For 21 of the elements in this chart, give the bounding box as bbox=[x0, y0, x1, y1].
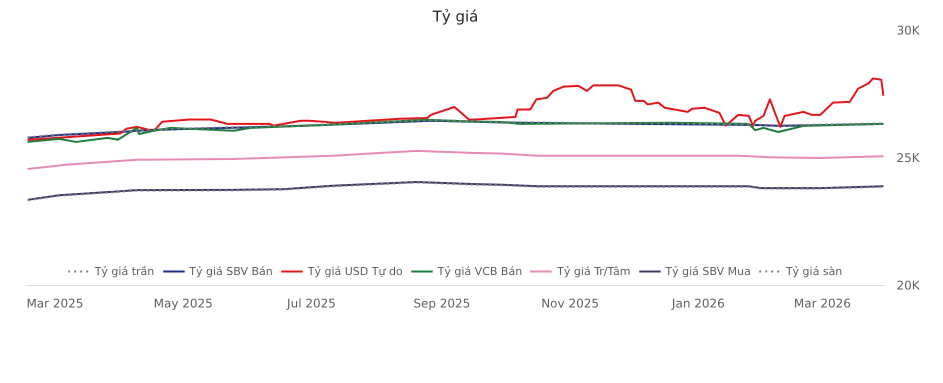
legend-label: Tỷ giá Tr/Tâm bbox=[557, 264, 630, 278]
line-series bbox=[26, 77, 884, 141]
legend-label: Tỷ giá SBV Bán bbox=[189, 264, 273, 278]
y-tick-label: 20K bbox=[896, 278, 921, 292]
legend-label: Tỷ giá SBV Mua bbox=[665, 264, 751, 278]
x-tick-label: May 2025 bbox=[154, 296, 213, 310]
x-tick-label: Mar 2025 bbox=[26, 296, 84, 310]
legend-label: Tỷ giá sàn bbox=[786, 264, 842, 278]
x-tick-label: Nov 2025 bbox=[541, 296, 599, 310]
x-tick-label: Jan 2026 bbox=[670, 296, 725, 310]
y-tick-label: 30K bbox=[896, 24, 921, 38]
x-tick-label: Jul 2025 bbox=[286, 296, 336, 310]
line-series bbox=[26, 118, 884, 143]
x-tick-label: Sep 2025 bbox=[413, 296, 470, 310]
legend-label: Tỷ giá trần bbox=[94, 264, 154, 278]
x-tick-label: Mar 2026 bbox=[794, 296, 851, 310]
legend-label: Tỷ giá USD Tự do bbox=[308, 264, 403, 278]
chart-title: Tỷ giá bbox=[432, 8, 478, 26]
line-series bbox=[26, 150, 884, 170]
legend-label: Tỷ giá VCB Bán bbox=[438, 264, 522, 278]
y-tick-label: 25K bbox=[896, 151, 921, 165]
